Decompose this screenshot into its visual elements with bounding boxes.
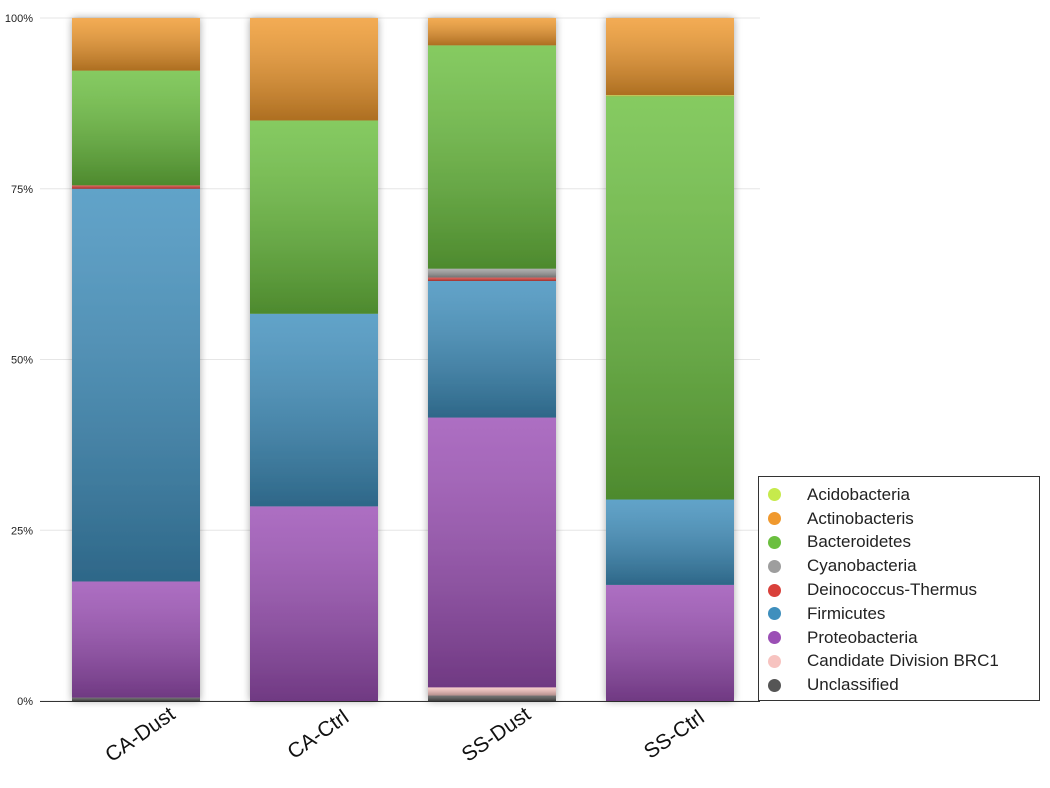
legend-item-proteobacteria: Proteobacteria [759,626,1039,650]
bar-ss-dust [428,18,556,701]
legend-item-unclassified: Unclassified [759,673,1039,697]
legend-item-actinobacteris: Actinobacteris [759,507,1039,531]
bar-segment-shade [72,697,200,701]
bar-segment-shade [428,277,556,281]
bar-ca-dust [72,18,200,701]
legend-swatch [768,488,781,502]
legend-item-bacteroidetes: Bacteroidetes [759,531,1039,555]
y-tick-label: 75% [11,184,33,196]
bar-segment-shade [606,499,734,585]
bar-segment-shade [606,18,734,96]
legend-item-cyanobacteria: Cyanobacteria [759,554,1039,578]
x-tick-label: SS-Ctrl [640,706,709,764]
legend-swatch [768,583,781,597]
bar-segment-shade [72,185,200,189]
bars [72,18,734,701]
bar-segment-shade [428,18,556,46]
bar-ca-ctrl [250,18,378,701]
legend-label: Candidate Division BRC1 [807,651,999,671]
legend-label: Firmicutes [807,603,886,623]
legend-item-deinococcus-thermus: Deinococcus-Thermus [759,578,1039,602]
bar-segment-shade [428,687,556,696]
bar-segment-shade [250,313,378,507]
legend: Acidobacteria Actinobacteris Bacteroidet… [758,476,1040,701]
bar-segment-shade [428,695,556,701]
y-axis: 0% 25% 50% 75% 100% [5,13,760,708]
legend-item-candidate-division-brc1: Candidate Division BRC1 [759,650,1039,674]
legend-swatch [768,654,781,668]
legend-label: Unclassified [807,675,899,695]
legend-swatch [768,631,781,645]
bar-segment-shade [72,581,200,698]
legend-swatch [768,559,781,573]
legend-swatch [768,607,781,621]
bar-segment-shade [606,95,734,97]
bar-segment-shade [428,280,556,418]
legend-item-firmicutes: Firmicutes [759,602,1039,626]
legend-label: Proteobacteria [807,627,918,647]
legend-label: Actinobacteris [807,508,914,528]
x-tick-label: CA-Dust [101,702,179,766]
bar-segment-shade [428,417,556,688]
legend-label: Bacteroidetes [807,532,911,552]
legend-label: Deinococcus-Thermus [807,580,978,600]
legend-label: Cyanobacteria [807,556,917,576]
y-tick-label: 50% [11,355,33,367]
x-tick-label: CA-Ctrl [283,706,353,764]
y-tick-label: 100% [5,13,33,25]
bar-segment-shade [606,96,734,500]
bar-segment-shade [250,18,378,121]
legend-swatch [768,512,781,526]
legend-swatch [768,678,781,692]
x-axis: CA-Dust CA-Ctrl SS-Dust SS-Ctrl [101,702,708,766]
y-tick-label: 0% [17,696,33,708]
x-tick-label: SS-Dust [458,703,535,767]
bar-segment-shade [72,70,200,186]
bar-segment-shade [250,506,378,701]
bar-ss-ctrl [606,18,734,701]
bar-segment-shade [428,45,556,269]
bar-segment-shade [428,268,556,278]
y-tick-label: 25% [11,525,33,537]
bar-segment-shade [72,188,200,582]
legend-label: Acidobacteria [807,484,911,504]
legend-swatch [768,535,781,549]
bar-segment-shade [606,584,734,701]
bar-segment-shade [250,120,378,314]
bar-segment-shade [72,18,200,71]
legend-item-acidobacteria: Acidobacteria [759,483,1039,507]
